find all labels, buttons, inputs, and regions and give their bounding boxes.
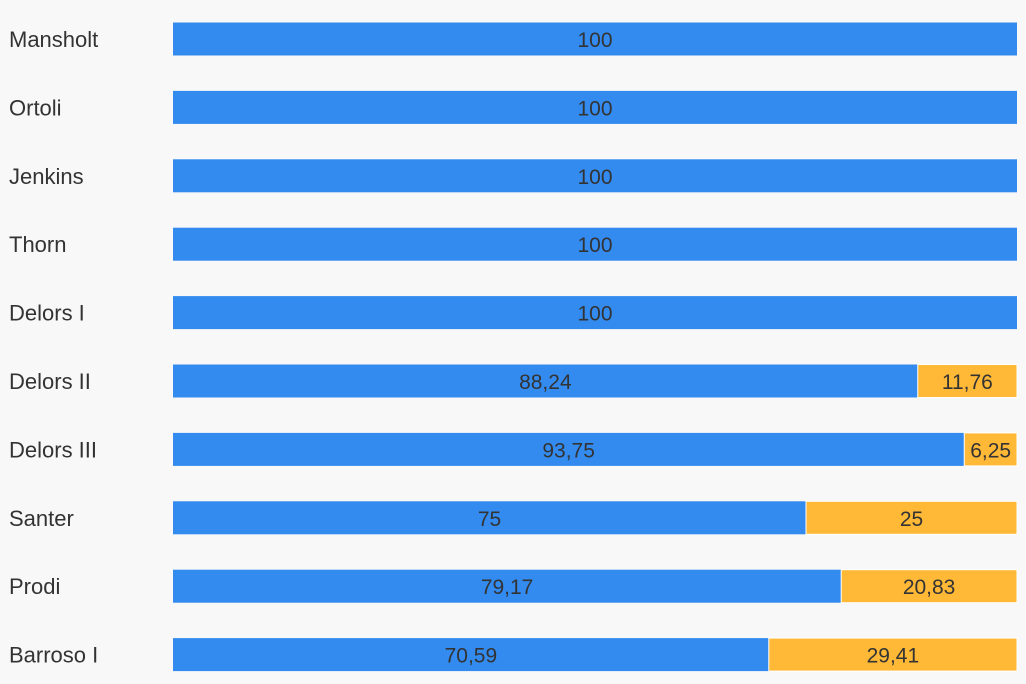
bar-segment (173, 364, 918, 398)
data-label: 75 (478, 508, 501, 531)
bar-segment (963, 432, 1018, 467)
data-label: 100 (577, 303, 612, 326)
category-label: Delors II (9, 369, 91, 394)
data-label: 100 (577, 234, 612, 257)
bars (173, 22, 1018, 672)
data-label: 100 (577, 97, 612, 120)
bar-segment (917, 364, 1018, 398)
data-label: 100 (577, 29, 612, 52)
bar-segment (173, 432, 965, 466)
bar-segment (173, 296, 1017, 330)
bar-segment (840, 569, 1018, 604)
bar-segment (173, 501, 806, 535)
category-label: Delors I (9, 301, 85, 326)
data-label: 70,59 (445, 645, 498, 668)
category-label: Delors III (9, 437, 97, 462)
data-label: 100 (577, 166, 612, 189)
category-label: Thorn (9, 232, 66, 257)
data-label: 20,83 (903, 576, 956, 599)
category-label: Santer (9, 506, 74, 531)
value-labels: 100 100 100 100 100 88,24 11,76 93,75 6,25 75 25 79… (445, 29, 1011, 668)
data-label: 11,76 (942, 371, 993, 394)
category-label: Mansholt (9, 27, 98, 52)
bar-segment (173, 90, 1017, 124)
bar-segment (173, 638, 769, 672)
bar-segment (173, 159, 1017, 193)
bar-segment (173, 22, 1017, 56)
category-label: Barroso I (9, 643, 98, 668)
category-label: Jenkins (9, 164, 84, 189)
bar-segment (768, 637, 1018, 672)
bar-segment (805, 500, 1018, 535)
data-label: 6,25 (970, 439, 1011, 462)
data-label: 88,24 (519, 371, 572, 394)
bar-segment (173, 569, 842, 603)
data-label: 93,75 (542, 439, 595, 462)
data-label: 29,41 (867, 645, 920, 668)
category-label: Prodi (9, 574, 60, 599)
data-label: 25 (900, 508, 923, 531)
category-label: Ortoli (9, 95, 62, 120)
data-label: 79,17 (481, 576, 534, 599)
category-labels: Mansholt Ortoli Jenkins Thorn Delors I Delors… (9, 27, 98, 668)
bar-segment (173, 227, 1017, 261)
